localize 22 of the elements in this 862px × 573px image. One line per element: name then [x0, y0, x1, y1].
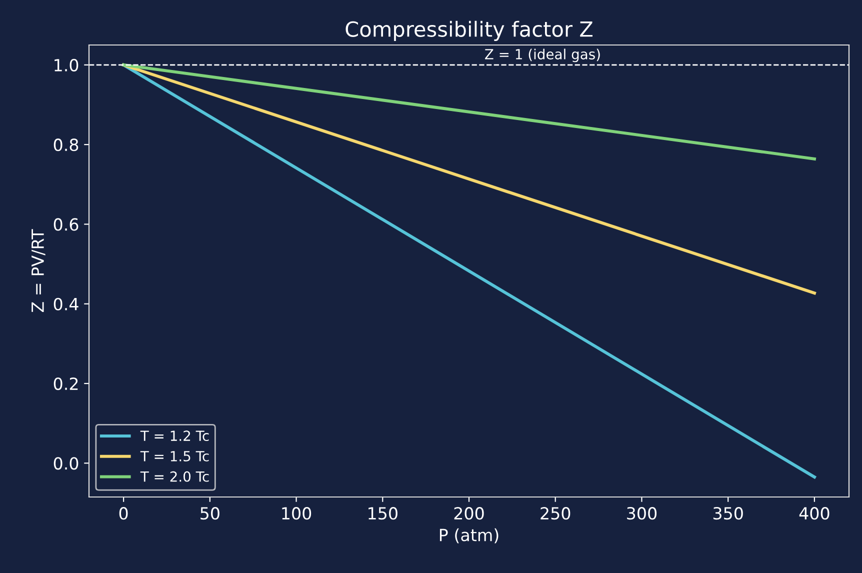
legend-label: T = 2.0 Tc [140, 471, 209, 482]
x-tick-label: 200 [454, 507, 484, 520]
x-tick-label: 100 [282, 507, 312, 520]
x-tick-label: 50 [200, 507, 220, 520]
y-tick-label: 1.0 [54, 58, 78, 72]
y-tick-label: 0.4 [54, 298, 78, 310]
y-tick-label: 0.0 [54, 457, 78, 470]
x-tick-label: 0 [119, 507, 128, 520]
chart-title: Compressibility factor Z [346, 20, 592, 41]
ref-line-label: Z = 1 (ideal gas) [485, 48, 600, 62]
legend-label: T = 1.2 Tc [140, 430, 209, 442]
legend-label: T = 1.5 Tc [140, 451, 209, 462]
x-tick-label: 150 [368, 507, 398, 520]
y-tick-label: 0.2 [54, 377, 78, 390]
x-tick-label: 400 [799, 507, 830, 520]
x-axis-title: P (atm) [440, 528, 498, 544]
x-tick-label: 350 [713, 507, 743, 520]
y-tick-label: 0.8 [54, 138, 78, 152]
x-tick-label: 250 [540, 507, 570, 520]
x-tick-label: 300 [627, 507, 657, 520]
y-axis-title: Z = PV/RT [32, 229, 46, 312]
y-tick-label: 0.6 [54, 218, 78, 231]
